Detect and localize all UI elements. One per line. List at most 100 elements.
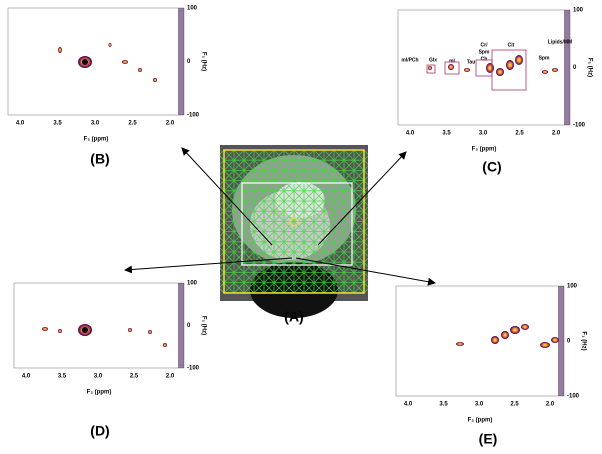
x-axis-label: F₂ (ppm) (87, 390, 112, 396)
metabolite-label: Tau (467, 59, 476, 65)
annotation-box (444, 61, 460, 75)
peak (486, 63, 494, 73)
x-tick-label: 4.0 (16, 121, 25, 127)
y-tick-label: 0 (573, 65, 577, 71)
spectrum-panel: 4.0 3.5 3.0 2.5 2.0 100 0 -100 F₂ (ppm) F₁ (Hz) (E… (395, 284, 586, 447)
x-tick-label: 4.0 (404, 402, 413, 408)
x-tick-label: 2.0 (166, 121, 175, 127)
x-tick-label: 4.0 (406, 131, 415, 137)
y-tick-label: -100 (187, 113, 200, 119)
peak (464, 68, 470, 72)
peak (128, 328, 132, 332)
edge-signal (178, 8, 184, 115)
peak (42, 327, 48, 331)
y-axis-label: F₁ (Hz) (586, 58, 592, 77)
y-tick-label: 0 (187, 323, 191, 329)
peak (542, 70, 548, 74)
panel-label: (D) (90, 423, 109, 439)
peak (148, 330, 152, 334)
metabolite-label: Cr/ (481, 42, 489, 48)
x-tick-label: 3.5 (442, 131, 451, 137)
panel-label: (B) (90, 151, 109, 167)
spectrum-panel: 4.0 3.5 3.0 2.5 2.0 100 0 -100 F₂ (ppm) F₁ (Hz) (C… (397, 8, 592, 175)
x-tick-label: 3.0 (94, 374, 103, 380)
x-tick-label: 3.5 (58, 374, 67, 380)
y-tick-label: -100 (567, 394, 580, 400)
spectrum-panel: 4.0 3.5 3.0 2.5 2.0 100 0 -100 F₂ (ppm) F₁ (Hz) (B… (7, 6, 206, 167)
y-axis-label: F₁ (Hz) (200, 52, 206, 71)
y-tick-label: 100 (573, 8, 584, 14)
panel-label: (E) (479, 431, 498, 447)
plot-frame (13, 282, 185, 369)
peak (515, 55, 523, 65)
x-tick-label: 2.0 (546, 402, 555, 408)
peak (108, 43, 112, 47)
panel-label: (C) (482, 159, 501, 175)
x-tick-label: 2.5 (515, 131, 524, 137)
y-tick-label: 0 (567, 339, 571, 345)
annotation-box (426, 64, 436, 74)
y-tick-label: -100 (187, 366, 200, 372)
peak (491, 336, 499, 344)
peak-core (82, 327, 88, 333)
peak (448, 64, 454, 70)
peak (138, 68, 142, 72)
peak (456, 342, 464, 346)
x-tick-label: 2.0 (552, 131, 561, 137)
panel-label: (A) (284, 309, 303, 325)
metabolite-label: Lipids/MM (548, 39, 572, 45)
x-tick-label: 3.5 (439, 402, 448, 408)
peak (496, 68, 504, 76)
peak (58, 329, 62, 333)
x-tick-label: 2.5 (510, 402, 519, 408)
x-axis-label: F₂ (ppm) (468, 418, 493, 424)
plot-frame (397, 9, 571, 126)
peak (540, 342, 550, 348)
edge-signal (178, 283, 184, 368)
peak-core (82, 59, 88, 65)
peak (153, 78, 157, 82)
x-tick-label: 4.0 (22, 374, 31, 380)
peak (501, 331, 509, 339)
x-tick-label: 3.0 (91, 121, 100, 127)
metabolite-label: ml (449, 58, 455, 64)
peak (428, 66, 432, 70)
peak (506, 60, 514, 70)
x-tick-label: 3.0 (475, 402, 484, 408)
x-axis-label: F₂ (ppm) (472, 147, 497, 153)
y-tick-label: 0 (187, 59, 191, 65)
metabolite-label: Ch (481, 56, 488, 62)
y-axis-label: F₁ (Hz) (580, 331, 586, 350)
metabolite-label: Cit (508, 42, 515, 48)
peak (122, 60, 128, 64)
y-tick-label: 100 (567, 284, 578, 290)
peak (163, 343, 167, 347)
y-tick-label: -100 (573, 123, 586, 129)
metabolite-label: ml/PCh (401, 57, 418, 63)
peak (521, 324, 529, 330)
edge-signal (564, 10, 570, 125)
x-tick-label: 2.5 (128, 121, 137, 127)
peak (510, 326, 520, 334)
x-axis-label: F₂ (ppm) (84, 137, 109, 143)
metabolite-label: Spm (479, 49, 490, 55)
metabolite-label: Spm (539, 55, 550, 61)
edge-signal (558, 286, 564, 396)
x-tick-label: 2.5 (130, 374, 139, 380)
spectrum-panel: 4.0 3.5 3.0 2.5 2.0 100 0 -100 F₂ (ppm) F₁ (Hz) (D… (13, 281, 206, 439)
peak (58, 47, 62, 53)
annotation-box (491, 49, 527, 91)
plot-frame (395, 285, 565, 397)
y-tick-label: 100 (187, 6, 198, 12)
metabolite-label: Glx (429, 57, 437, 63)
x-tick-label: 3.5 (53, 121, 62, 127)
peak (551, 337, 559, 343)
arrows (124, 147, 436, 286)
peak (552, 68, 558, 72)
plot-frame (7, 7, 185, 116)
x-tick-label: 3.0 (479, 131, 488, 137)
x-tick-label: 2.0 (166, 374, 175, 380)
y-axis-label: F₁ (Hz) (200, 316, 206, 335)
y-tick-label: 100 (187, 281, 198, 287)
